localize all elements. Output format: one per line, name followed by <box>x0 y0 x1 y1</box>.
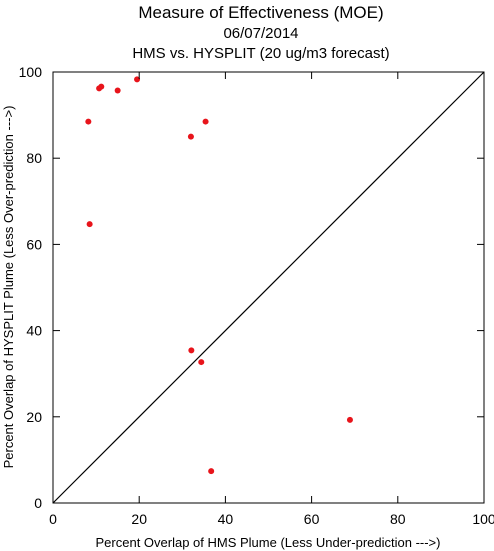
y-axis-label: Percent Overlap of HYSPLIT Plume (Less O… <box>1 106 16 469</box>
points-group <box>85 76 353 475</box>
y-tick-label-2: 40 <box>26 323 42 339</box>
data-point-8 <box>188 347 195 354</box>
y-tick-label-4: 80 <box>26 150 42 166</box>
data-point-2 <box>114 87 121 94</box>
y-tick-label-5: 100 <box>19 64 43 80</box>
x-tick-label-3: 60 <box>304 511 320 527</box>
data-point-7 <box>86 221 93 228</box>
x-axis: 0 20 40 60 80 100 <box>49 72 494 527</box>
plot-area-frame <box>52 71 485 504</box>
y-tick-label-0: 0 <box>34 495 42 511</box>
data-point-5 <box>202 118 209 125</box>
x-tick-label-4: 80 <box>390 511 406 527</box>
data-point-11 <box>208 468 215 475</box>
y-tick-label-1: 20 <box>26 409 42 425</box>
y-axis: 0 20 40 60 80 100 <box>19 64 484 511</box>
data-point-3 <box>134 76 141 83</box>
data-point-10 <box>346 416 353 423</box>
x-tick-label-0: 0 <box>49 511 57 527</box>
data-point-1 <box>98 83 105 90</box>
data-point-6 <box>187 133 194 140</box>
chart-subtitle-comparison: HMS vs. HYSPLIT (20 ug/m3 forecast) <box>132 45 389 62</box>
data-point-9 <box>198 359 205 366</box>
chart-subtitle-date: 06/07/2014 <box>223 25 298 42</box>
y-tick-label-3: 60 <box>26 236 42 252</box>
chart-title: Measure of Effectiveness (MOE) <box>138 3 383 22</box>
reference-line-group <box>52 71 485 504</box>
x-axis-label: Percent Overlap of HMS Plume (Less Under… <box>96 535 441 550</box>
x-tick-label-5: 100 <box>472 511 494 527</box>
x-tick-label-2: 40 <box>218 511 234 527</box>
data-point-4 <box>85 118 92 125</box>
x-tick-label-1: 20 <box>131 511 147 527</box>
diagonal-reference-line <box>52 71 485 504</box>
